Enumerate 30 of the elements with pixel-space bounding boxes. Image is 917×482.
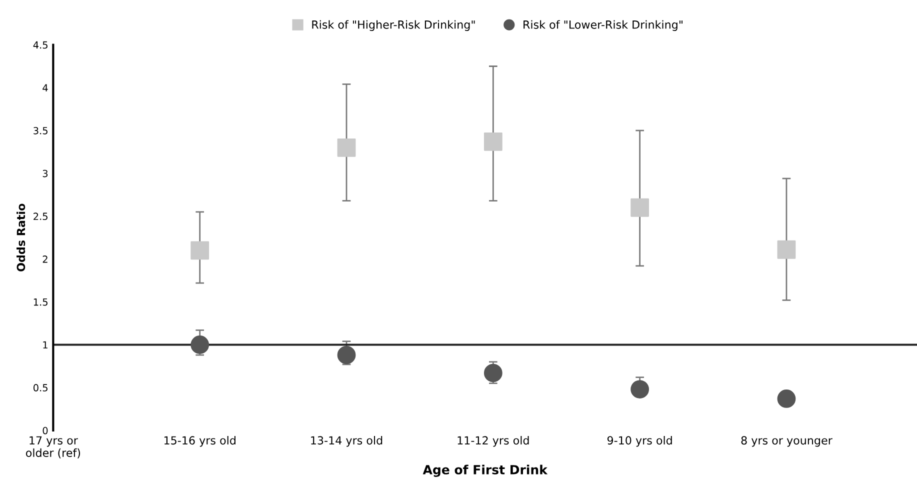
y-tick-label: 1.5	[34, 298, 48, 306]
point	[484, 132, 502, 151]
y-tick-label: 2.5	[34, 212, 48, 220]
x-tick-label: 13-14 yrs old	[311, 436, 382, 447]
point	[777, 390, 796, 408]
x-tick-label: 11-12 yrs old	[458, 436, 529, 447]
point	[337, 346, 356, 364]
x-tick-label: 9-10 yrs old	[607, 436, 672, 447]
y-tick-label: 3	[42, 170, 48, 178]
y-tick-label: 4.5	[33, 41, 48, 49]
point	[190, 241, 210, 260]
y-tick-label: 1	[43, 341, 48, 348]
y-tick-label: 4	[42, 84, 48, 92]
y-axis-title: Odds Ratio	[16, 204, 26, 272]
x-tick-label: 15-16 yrs old	[164, 436, 236, 447]
y-tick-label: 3.5	[34, 126, 48, 134]
point	[190, 336, 210, 354]
point	[630, 198, 650, 217]
y-tick-label: 0.5	[34, 384, 48, 392]
legend-label: Risk of "Lower-Risk Drinking"	[524, 20, 682, 31]
point	[337, 138, 356, 157]
x-axis-title: Age of First Drink	[422, 464, 548, 477]
point	[484, 364, 502, 382]
legend-label: Risk of "Higher-Risk Drinking"	[312, 20, 475, 31]
y-tick-label: 2	[42, 256, 48, 263]
x-tick-label: 8 yrs or younger	[741, 436, 832, 447]
point	[630, 380, 650, 398]
y-tick-label: 0	[42, 426, 48, 434]
point	[777, 240, 796, 259]
x-tick-label: 17 yrs or older (ref)	[26, 436, 80, 458]
